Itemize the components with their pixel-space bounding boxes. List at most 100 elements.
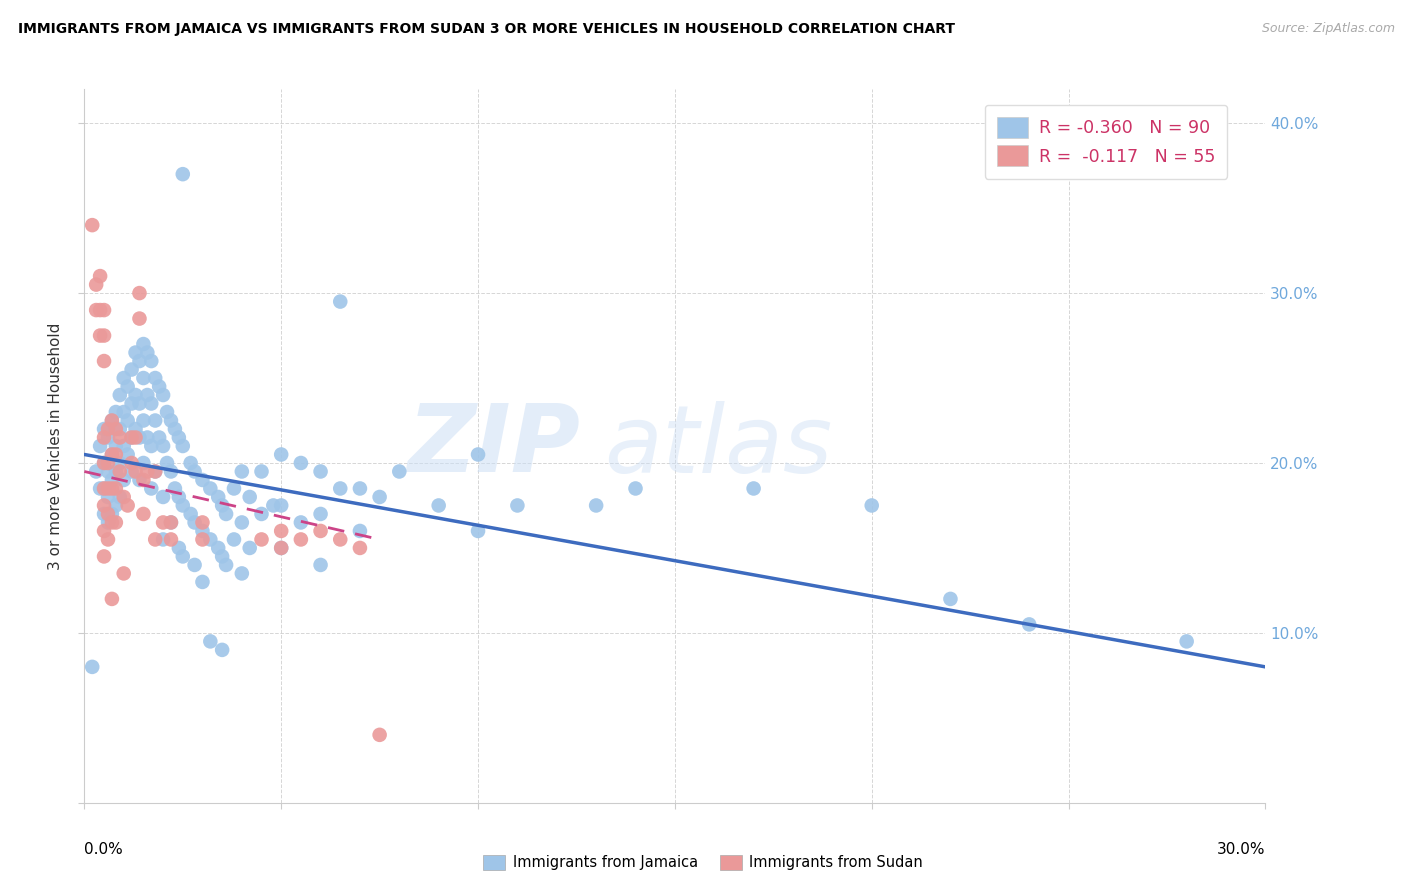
Point [191,574,214,589]
Point [388,465,411,479]
Point [89,439,111,453]
Point [128,473,150,487]
Point [368,728,391,742]
Point [231,566,253,581]
Point [132,413,155,427]
Point [939,591,962,606]
Point [108,422,131,436]
Point [309,465,332,479]
Point [211,643,233,657]
Point [141,396,163,410]
Point [97,422,120,436]
Point [211,549,233,564]
Point [183,558,205,572]
Point [112,405,135,419]
Point [101,507,124,521]
Text: IMMIGRANTS FROM JAMAICA VS IMMIGRANTS FROM SUDAN 3 OR MORE VEHICLES IN HOUSEHOLD: IMMIGRANTS FROM JAMAICA VS IMMIGRANTS FR… [18,22,955,37]
Point [180,507,202,521]
Point [222,482,245,496]
Point [231,516,253,530]
Point [108,430,131,444]
Point [506,499,529,513]
Point [121,430,143,444]
Point [585,499,607,513]
Point [101,448,124,462]
Point [101,482,124,496]
Point [104,405,127,419]
Point [349,541,371,555]
Point [97,482,120,496]
Point [128,396,150,410]
Text: 0.0%: 0.0% [84,842,124,857]
Point [290,533,312,547]
Point [112,566,135,581]
Point [101,413,124,427]
Point [180,456,202,470]
Point [141,354,163,368]
Point [108,465,131,479]
Point [427,499,450,513]
Point [349,524,371,538]
Point [101,591,124,606]
Point [93,303,115,318]
Point [101,448,124,462]
Point [329,294,352,309]
Point [93,456,115,470]
Point [121,456,143,470]
Point [160,533,183,547]
Point [104,482,127,496]
Point [152,439,174,453]
Point [112,490,135,504]
Point [167,430,190,444]
Point [97,430,120,444]
Point [191,524,214,538]
Point [128,354,150,368]
Point [239,490,262,504]
Point [101,516,124,530]
Point [117,413,139,427]
Point [101,473,124,487]
Point [290,456,312,470]
Point [108,456,131,470]
Point [742,482,765,496]
Point [104,499,127,513]
Point [163,482,186,496]
Point [309,524,332,538]
Point [172,549,194,564]
Point [200,533,222,547]
Legend: Immigrants from Jamaica, Immigrants from Sudan: Immigrants from Jamaica, Immigrants from… [478,848,928,876]
Point [141,482,163,496]
Point [222,533,245,547]
Point [156,456,179,470]
Point [309,558,332,572]
Point [136,388,159,402]
Text: ZIP: ZIP [408,400,581,492]
Point [200,482,222,496]
Point [152,516,174,530]
Point [143,533,166,547]
Point [117,499,139,513]
Point [93,507,115,521]
Point [104,439,127,453]
Point [104,448,127,462]
Point [143,465,166,479]
Point [163,422,186,436]
Point [141,439,163,453]
Point [167,490,190,504]
Point [467,524,489,538]
Point [172,167,194,181]
Point [329,482,352,496]
Point [82,660,104,674]
Point [152,490,174,504]
Point [152,533,174,547]
Point [124,345,146,359]
Point [104,422,127,436]
Point [82,218,104,232]
Point [250,507,273,521]
Point [84,277,107,292]
Point [160,465,183,479]
Point [97,456,120,470]
Point [160,516,183,530]
Point [183,516,205,530]
Point [143,465,166,479]
